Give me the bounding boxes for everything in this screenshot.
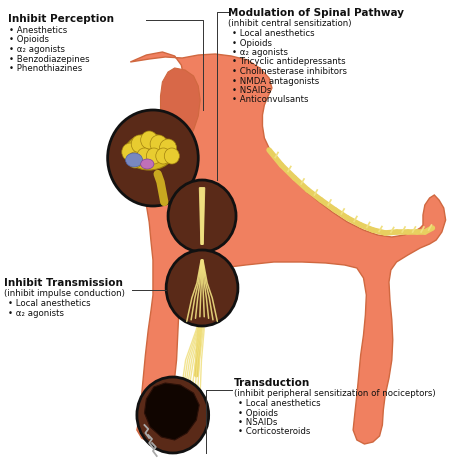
Circle shape bbox=[156, 148, 171, 164]
Circle shape bbox=[160, 139, 176, 157]
Text: (inhibit central sensitization): (inhibit central sensitization) bbox=[228, 19, 352, 28]
Circle shape bbox=[141, 131, 158, 149]
Text: Inhibit Transmission: Inhibit Transmission bbox=[4, 278, 123, 288]
Circle shape bbox=[168, 180, 236, 252]
Circle shape bbox=[108, 110, 198, 206]
Text: • Local anesthetics: • Local anesthetics bbox=[232, 29, 315, 38]
Text: • Opioids: • Opioids bbox=[9, 36, 49, 44]
Text: • α₂ agonists: • α₂ agonists bbox=[8, 308, 64, 317]
Circle shape bbox=[146, 148, 162, 164]
Text: • α₂ agonists: • α₂ agonists bbox=[9, 45, 65, 54]
Text: • Tricyclic antidepressants: • Tricyclic antidepressants bbox=[232, 58, 346, 66]
Text: • Benzodiazepines: • Benzodiazepines bbox=[9, 54, 90, 64]
Circle shape bbox=[122, 143, 139, 161]
Text: (inhibit peripheral sensitization of nociceptors): (inhibit peripheral sensitization of noc… bbox=[234, 389, 436, 398]
Text: • α₂ agonists: • α₂ agonists bbox=[232, 48, 288, 57]
Circle shape bbox=[128, 152, 143, 168]
Text: • Anticonvulsants: • Anticonvulsants bbox=[232, 95, 309, 104]
Circle shape bbox=[166, 250, 238, 326]
Text: • Anesthetics: • Anesthetics bbox=[9, 26, 68, 35]
Polygon shape bbox=[145, 383, 199, 440]
Text: • NSAIDs: • NSAIDs bbox=[232, 86, 272, 95]
Text: • Corticosteroids: • Corticosteroids bbox=[238, 427, 310, 437]
Ellipse shape bbox=[125, 134, 174, 170]
Text: • Opioids: • Opioids bbox=[232, 38, 272, 47]
Polygon shape bbox=[161, 68, 200, 155]
Text: • NSAIDs: • NSAIDs bbox=[238, 418, 277, 427]
Text: (inhibit impulse conduction): (inhibit impulse conduction) bbox=[4, 289, 125, 298]
Ellipse shape bbox=[126, 153, 143, 167]
Text: • Local anesthetics: • Local anesthetics bbox=[8, 299, 90, 308]
Text: • Phenothiazines: • Phenothiazines bbox=[9, 64, 82, 73]
Text: Modulation of Spinal Pathway: Modulation of Spinal Pathway bbox=[228, 8, 404, 18]
Text: • Opioids: • Opioids bbox=[238, 409, 278, 417]
Circle shape bbox=[137, 377, 209, 453]
Text: • Cholinesterase inhibitors: • Cholinesterase inhibitors bbox=[232, 67, 347, 76]
Text: Transduction: Transduction bbox=[234, 378, 310, 388]
Text: Inhibit Perception: Inhibit Perception bbox=[8, 14, 114, 24]
Circle shape bbox=[131, 135, 148, 153]
Circle shape bbox=[137, 148, 152, 164]
Text: • Local anesthetics: • Local anesthetics bbox=[238, 399, 320, 408]
Ellipse shape bbox=[141, 159, 154, 169]
Text: • NMDA antagonists: • NMDA antagonists bbox=[232, 76, 319, 86]
Circle shape bbox=[164, 148, 179, 164]
Circle shape bbox=[150, 135, 167, 153]
Polygon shape bbox=[123, 52, 446, 444]
